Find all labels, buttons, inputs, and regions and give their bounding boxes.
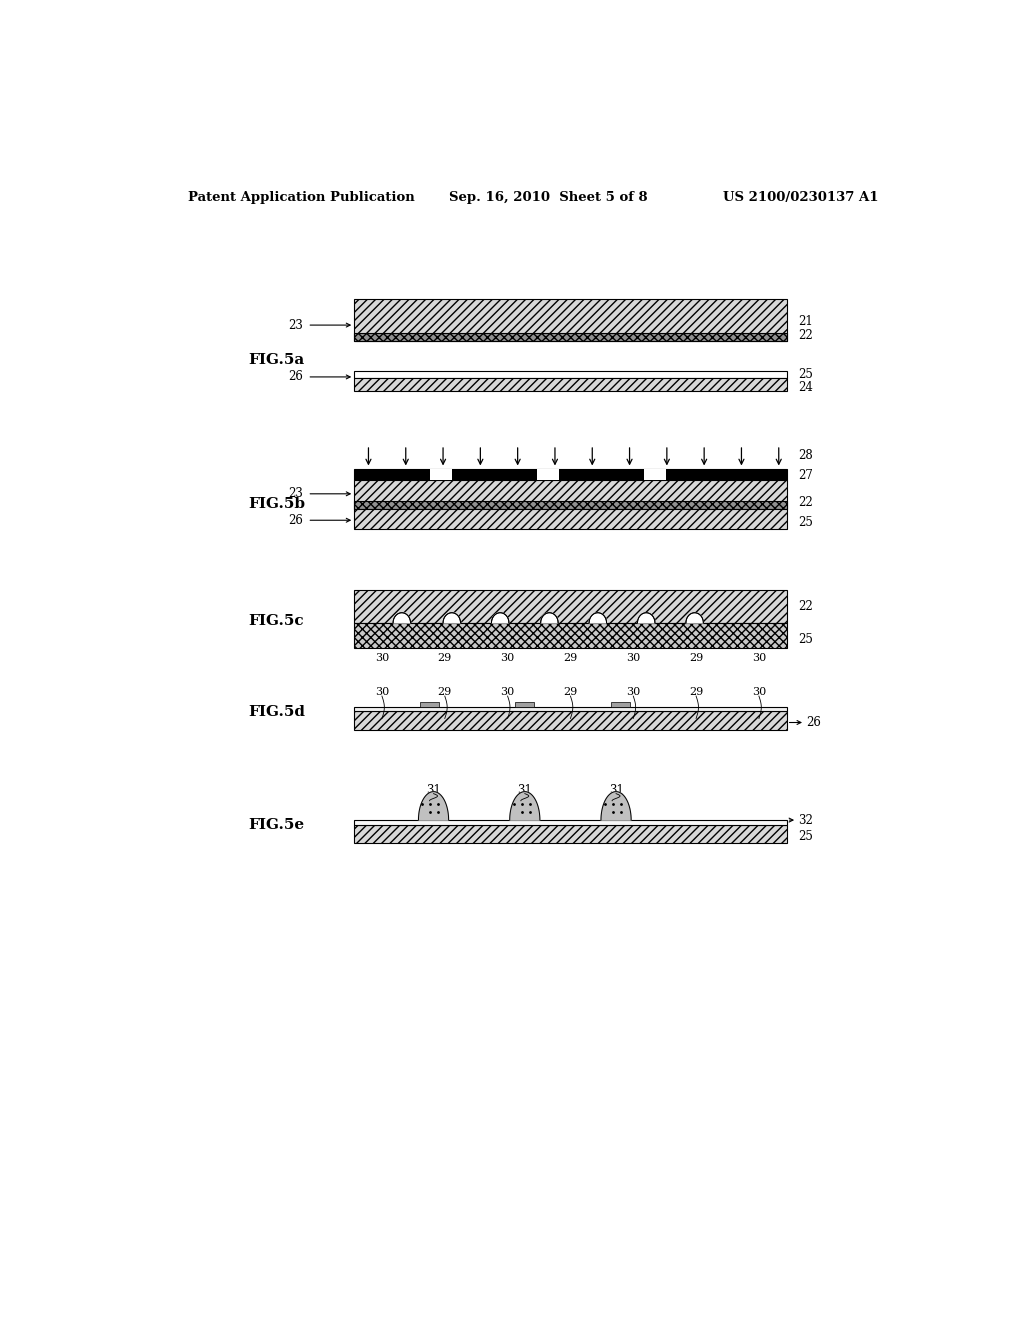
- Polygon shape: [638, 612, 655, 623]
- Polygon shape: [541, 612, 558, 623]
- Text: 31: 31: [517, 784, 532, 797]
- Bar: [354, 479, 786, 510]
- Bar: [354, 371, 786, 378]
- Text: FIG.5e: FIG.5e: [249, 818, 305, 832]
- Text: 21: 21: [799, 314, 813, 327]
- Text: 29: 29: [689, 686, 703, 697]
- Text: FIG.5b: FIG.5b: [249, 496, 305, 511]
- Polygon shape: [601, 792, 631, 820]
- Text: 22: 22: [799, 601, 813, 612]
- Polygon shape: [686, 612, 703, 623]
- Text: 25: 25: [799, 368, 813, 381]
- Text: 25: 25: [799, 632, 813, 645]
- Text: 30: 30: [501, 686, 515, 697]
- Text: 30: 30: [375, 653, 389, 664]
- Text: 30: 30: [626, 686, 640, 697]
- Text: 31: 31: [608, 784, 624, 797]
- Text: FIG.5a: FIG.5a: [249, 352, 305, 367]
- Text: 30: 30: [501, 653, 515, 664]
- Bar: [354, 623, 786, 648]
- Text: 27: 27: [799, 469, 813, 482]
- Text: 25: 25: [799, 516, 813, 529]
- Text: 25: 25: [799, 830, 813, 843]
- Bar: [420, 702, 439, 708]
- Text: 26: 26: [807, 715, 821, 729]
- Text: 26: 26: [289, 371, 303, 383]
- Bar: [354, 500, 786, 510]
- Bar: [354, 298, 786, 342]
- Bar: [537, 470, 559, 479]
- Bar: [610, 702, 630, 708]
- Text: US 2100/0230137 A1: US 2100/0230137 A1: [723, 190, 879, 203]
- Polygon shape: [510, 792, 540, 820]
- Text: 23: 23: [289, 318, 303, 331]
- Text: 30: 30: [626, 653, 640, 664]
- Text: 29: 29: [563, 653, 578, 664]
- Polygon shape: [393, 612, 411, 623]
- Text: 30: 30: [752, 653, 766, 664]
- Text: 32: 32: [799, 813, 813, 826]
- Text: 23: 23: [289, 487, 303, 500]
- Bar: [354, 333, 786, 342]
- Text: 29: 29: [689, 653, 703, 664]
- Bar: [354, 825, 786, 843]
- Bar: [354, 470, 786, 479]
- Text: 29: 29: [437, 653, 452, 664]
- Text: 30: 30: [375, 686, 389, 697]
- Text: FIG.5c: FIG.5c: [249, 614, 304, 628]
- Text: 28: 28: [799, 449, 813, 462]
- Bar: [430, 470, 452, 479]
- Polygon shape: [492, 612, 509, 623]
- Bar: [354, 711, 786, 730]
- Text: Sep. 16, 2010  Sheet 5 of 8: Sep. 16, 2010 Sheet 5 of 8: [450, 190, 648, 203]
- Bar: [354, 590, 786, 623]
- Polygon shape: [589, 612, 606, 623]
- Text: 29: 29: [437, 686, 452, 697]
- Bar: [354, 378, 786, 391]
- Polygon shape: [443, 612, 461, 623]
- Text: 26: 26: [289, 513, 303, 527]
- Bar: [354, 820, 786, 825]
- Text: 22: 22: [799, 329, 813, 342]
- Text: 30: 30: [752, 686, 766, 697]
- Text: Patent Application Publication: Patent Application Publication: [187, 190, 415, 203]
- Polygon shape: [419, 792, 449, 820]
- Text: 22: 22: [799, 496, 813, 510]
- Text: 29: 29: [563, 686, 578, 697]
- Text: FIG.5d: FIG.5d: [249, 705, 305, 719]
- Bar: [354, 510, 786, 529]
- Bar: [354, 708, 786, 711]
- Text: 31: 31: [426, 784, 441, 797]
- Bar: [644, 470, 666, 479]
- Bar: [515, 702, 535, 708]
- Text: 24: 24: [799, 380, 813, 393]
